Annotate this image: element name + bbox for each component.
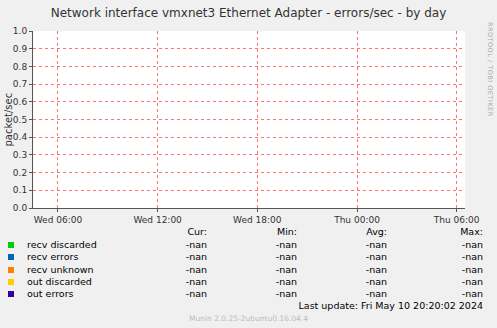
- html-text:-nan: -nan: [185, 275, 207, 287]
- html-text:Min:: Min:: [276, 226, 297, 237]
- svg-text:0.9: 0.9: [13, 44, 28, 54]
- html-text:out errors: out errors: [27, 288, 74, 300]
- html-text:Last update: Fri May 10 20:20:: Last update: Fri May 10 20:20:02 2024: [298, 300, 483, 311]
- svg-text:packet/sec: packet/sec: [3, 93, 14, 147]
- svg-text:0.6: 0.6: [13, 97, 28, 107]
- html-text:-nan: -nan: [365, 263, 387, 275]
- html-text:-nan: -nan: [275, 275, 297, 287]
- html-text:-nan: -nan: [185, 288, 207, 300]
- svg-text:Wed 18:00: Wed 18:00: [233, 215, 282, 225]
- html-text:Max:: Max:: [460, 226, 483, 237]
- html-text:-nan: -nan: [185, 251, 207, 263]
- html-text:-nan: -nan: [461, 288, 483, 300]
- html-text:RRDTOOL / TOBI OETIKER: RRDTOOL / TOBI OETIKER: [486, 22, 494, 117]
- svg-text:Wed 12:00: Wed 12:00: [133, 215, 182, 225]
- html-text:-nan: -nan: [275, 263, 297, 275]
- svg-text:0.8: 0.8: [13, 62, 28, 72]
- html-text:-nan: -nan: [461, 251, 483, 263]
- html-text:recv unknown: recv unknown: [27, 263, 94, 275]
- html-text:recv discarded: recv discarded: [27, 239, 97, 250]
- svg-text:0.5: 0.5: [13, 115, 27, 125]
- svg-text:Thu 00:00: Thu 00:00: [333, 215, 380, 225]
- html-text:-nan: -nan: [275, 251, 297, 263]
- html-text:Avg:: Avg:: [366, 226, 387, 237]
- html-text:-nan: -nan: [365, 275, 387, 287]
- html-text:Cur:: Cur:: [187, 226, 207, 237]
- html-text:recv errors: recv errors: [27, 251, 79, 263]
- svg-text:0.2: 0.2: [13, 168, 27, 178]
- svg-text:1.0: 1.0: [13, 26, 28, 36]
- svg-text:Network interface vmxnet3 Ethe: Network interface vmxnet3 Ethernet Adapt…: [51, 6, 447, 20]
- html-text:-nan: -nan: [365, 251, 387, 263]
- html-text:-nan: -nan: [185, 263, 207, 275]
- svg-text:0.1: 0.1: [13, 185, 27, 195]
- html-text:Munin 2.0.25-2ubuntu0.16.04.4: Munin 2.0.25-2ubuntu0.16.04.4: [189, 314, 308, 323]
- html-text:out discarded: out discarded: [27, 275, 92, 287]
- html-text:-nan: -nan: [275, 288, 297, 300]
- svg-text:0.0: 0.0: [13, 203, 28, 213]
- svg-text:0.7: 0.7: [13, 79, 27, 89]
- html-text:-nan: -nan: [365, 288, 387, 300]
- html-text:-nan: -nan: [461, 239, 483, 250]
- html-text:-nan: -nan: [185, 239, 207, 250]
- html-text:-nan: -nan: [461, 275, 483, 287]
- svg-text:Wed 06:00: Wed 06:00: [34, 215, 83, 225]
- svg-text:0.4: 0.4: [13, 132, 28, 142]
- html-text:-nan: -nan: [461, 263, 483, 275]
- html-text:-nan: -nan: [365, 239, 387, 250]
- html-text:-nan: -nan: [275, 239, 297, 250]
- svg-text:Thu 06:00: Thu 06:00: [433, 215, 480, 225]
- svg-text:0.3: 0.3: [13, 150, 27, 160]
